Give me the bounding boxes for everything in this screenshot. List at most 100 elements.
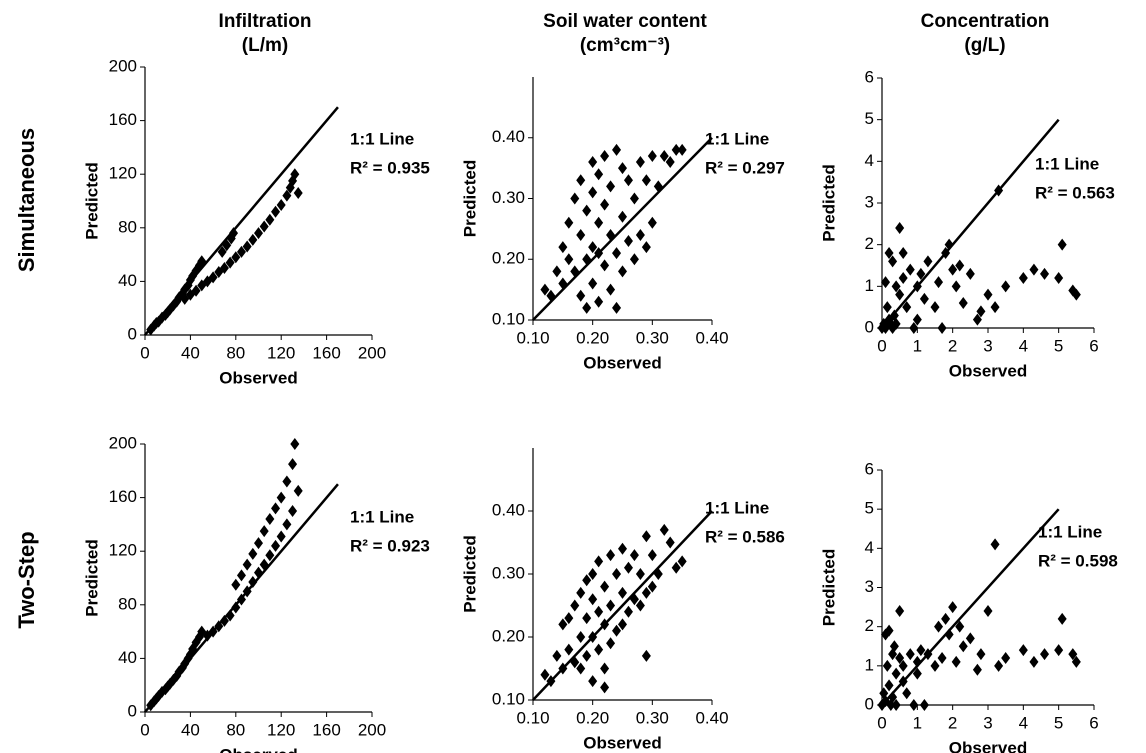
point <box>576 586 586 599</box>
point <box>641 174 651 187</box>
point <box>1071 288 1081 301</box>
point <box>293 484 303 497</box>
y-tick-label: 120 <box>109 541 137 560</box>
point <box>888 255 898 268</box>
y-tick-label: 0.10 <box>492 689 525 708</box>
one-to-one-line <box>881 118 1060 329</box>
point <box>902 301 912 314</box>
y-tick-label: 0.30 <box>492 563 525 582</box>
y-tick-label: 0.20 <box>492 249 525 268</box>
row-label: Two-Step <box>14 531 39 628</box>
point <box>891 280 901 293</box>
point <box>659 149 669 162</box>
point <box>891 699 901 711</box>
y-tick-label: 40 <box>118 648 137 667</box>
point <box>912 313 922 326</box>
point <box>265 513 275 526</box>
x-axis-label: Observed <box>219 368 297 387</box>
point <box>248 233 258 246</box>
point <box>576 228 586 241</box>
point <box>983 288 993 301</box>
y-tick-label: 0.20 <box>492 626 525 645</box>
y-tick-label: 2 <box>865 616 874 635</box>
point <box>290 168 300 181</box>
point <box>600 198 610 211</box>
point <box>588 593 598 606</box>
point <box>219 614 229 627</box>
y-tick-label: 6 <box>865 459 874 478</box>
point <box>905 648 915 661</box>
y-tick-label: 5 <box>865 499 874 518</box>
point <box>937 652 947 664</box>
point <box>635 228 645 241</box>
y-tick-label: 120 <box>109 164 137 183</box>
point <box>248 547 258 560</box>
point <box>1001 280 1011 293</box>
x-tick-label: 0.30 <box>636 328 669 347</box>
point <box>937 322 947 334</box>
y-tick-label: 40 <box>118 271 137 290</box>
point <box>564 643 574 656</box>
x-tick-label: 6 <box>1089 336 1098 355</box>
x-tick-label: 4 <box>1019 336 1028 355</box>
point <box>552 265 562 278</box>
point <box>290 438 300 450</box>
point <box>594 555 604 568</box>
x-tick-label: 1 <box>913 336 922 355</box>
one-to-one-line <box>144 483 339 713</box>
point <box>288 505 298 517</box>
y-axis-label: Predicted <box>82 539 101 616</box>
point <box>641 241 651 254</box>
y-tick-label: 80 <box>118 594 137 613</box>
point <box>1040 648 1050 661</box>
point <box>965 267 975 280</box>
point <box>882 659 892 672</box>
point <box>191 284 201 297</box>
point <box>955 620 965 633</box>
point <box>623 174 633 187</box>
line-label: 1:1 Line <box>350 507 414 526</box>
x-tick-label: 4 <box>1019 713 1028 732</box>
point <box>242 240 252 253</box>
point <box>588 277 598 290</box>
point <box>635 156 645 169</box>
point <box>923 255 933 268</box>
r-squared: R² = 0.923 <box>350 536 430 555</box>
point <box>552 649 562 662</box>
point <box>884 247 894 259</box>
point <box>612 247 622 260</box>
point <box>612 568 622 580</box>
point <box>576 289 586 302</box>
y-tick-label: 4 <box>865 538 874 557</box>
point <box>948 601 958 614</box>
point <box>881 276 891 289</box>
point <box>618 542 627 555</box>
one-to-one-line <box>532 510 713 701</box>
point <box>623 235 633 248</box>
point <box>594 643 604 656</box>
point <box>612 624 622 637</box>
point <box>671 561 681 574</box>
point <box>629 192 639 205</box>
y-tick-label: 1 <box>865 655 874 674</box>
r-squared: R² = 0.297 <box>705 158 785 177</box>
x-tick-label: 0 <box>140 343 149 362</box>
point <box>919 292 929 305</box>
row-label: Simultaneous <box>14 128 39 272</box>
point <box>965 632 975 645</box>
column-title: (g/L) <box>964 35 1005 56</box>
point <box>919 699 929 711</box>
point <box>254 537 263 550</box>
x-tick-label: 0.30 <box>636 708 669 727</box>
y-axis-label: Predicted <box>82 162 101 239</box>
x-axis-label: Observed <box>949 738 1027 753</box>
line-label: 1:1 Line <box>1035 154 1099 173</box>
point <box>1018 644 1028 657</box>
column-title: (cm³cm⁻³) <box>580 35 670 56</box>
point <box>909 322 919 334</box>
point <box>606 283 616 296</box>
y-tick-label: 0 <box>128 324 137 343</box>
y-tick-label: 0.40 <box>492 127 525 146</box>
point <box>623 561 633 574</box>
